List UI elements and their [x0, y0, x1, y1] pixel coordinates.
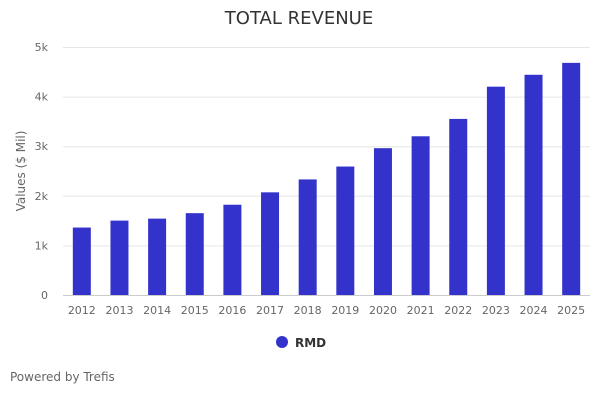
x-tick-label: 2025 — [557, 304, 585, 317]
y-tick-label: 1k — [35, 239, 49, 252]
chart-title: TOTAL REVENUE — [224, 8, 373, 29]
x-tick-label: 2018 — [294, 304, 322, 317]
y-tick-label: 2k — [35, 190, 49, 203]
y-tick-label: 5k — [35, 41, 49, 54]
bar-2018[interactable] — [298, 179, 317, 295]
y-axis-label: Values ($ Mil) — [14, 131, 28, 212]
bar-2016[interactable] — [223, 204, 242, 295]
x-axis-ticks: 2012 2013 2014 2015 2016 2017 2018 2019 2020 2021… — [68, 304, 585, 317]
bars — [72, 62, 581, 296]
legend-marker — [276, 336, 288, 348]
y-tick-label: 0 — [41, 289, 48, 302]
bar-2025[interactable] — [562, 62, 581, 295]
powered-by-credit: Powered by Trefis — [10, 370, 115, 384]
x-tick-label: 2017 — [256, 304, 284, 317]
x-tick-label: 2015 — [181, 304, 209, 317]
bar-2023[interactable] — [486, 86, 505, 296]
legend[interactable]: RMD — [276, 336, 326, 350]
x-tick-label: 2019 — [331, 304, 359, 317]
bar-2022[interactable] — [449, 118, 468, 295]
bar-2013[interactable] — [110, 220, 129, 295]
x-tick-label: 2014 — [143, 304, 171, 317]
y-tick-label: 3k — [35, 140, 49, 153]
bar-2012[interactable] — [72, 227, 91, 295]
x-tick-label: 2023 — [482, 304, 510, 317]
bar-2019[interactable] — [336, 166, 355, 295]
bar-2020[interactable] — [373, 148, 392, 295]
y-tick-label: 4k — [35, 91, 49, 104]
x-tick-label: 2013 — [105, 304, 133, 317]
y-axis-ticks: 0 1k 2k 3k 4k 5k — [35, 41, 49, 302]
bar-2021[interactable] — [411, 136, 430, 295]
bar-2014[interactable] — [148, 218, 167, 295]
bar-2015[interactable] — [185, 213, 204, 295]
x-tick-label: 2024 — [520, 304, 548, 317]
x-tick-label: 2012 — [68, 304, 96, 317]
x-tick-label: 2016 — [218, 304, 246, 317]
bar-2017[interactable] — [261, 192, 280, 295]
legend-label: RMD — [295, 336, 326, 350]
gridlines — [63, 47, 590, 247]
bar-2024[interactable] — [524, 74, 543, 295]
revenue-bar-chart: TOTAL REVENUE Values ($ Mil) 0 1k 2k 3k 4k 5k… — [14, 8, 590, 350]
x-tick-label: 2022 — [444, 304, 472, 317]
x-tick-label: 2021 — [407, 304, 435, 317]
x-tick-label: 2020 — [369, 304, 397, 317]
